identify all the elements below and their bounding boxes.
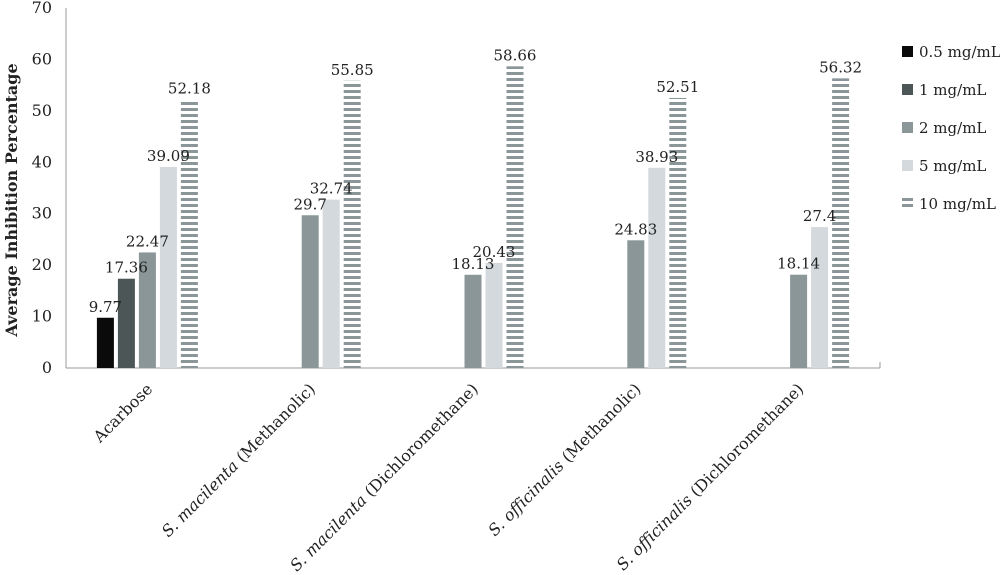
bar — [96, 317, 114, 368]
bar-value-label: 27.4 — [803, 207, 836, 225]
legend: 0.5 mg/mL 1 mg/mL 2 mg/mL 5 mg/mL 10 mg/mL — [902, 43, 1000, 213]
legend-swatch — [902, 160, 913, 171]
bar-value-label: 18.13 — [452, 255, 495, 273]
bar — [811, 227, 829, 368]
bar-value-label: 56.32 — [819, 58, 862, 76]
bar-value-label: 52.51 — [656, 78, 699, 96]
category-label-extract: (Methanolic) — [554, 379, 644, 469]
bar — [669, 97, 687, 368]
y-tick-label: 50 — [32, 101, 52, 120]
category-label-extract: Acarbose — [89, 379, 156, 446]
data-labels: 9.77 17.36 22.47 29.7 18.13 24.83 18.14 39.09 32… — [89, 46, 862, 315]
bar — [322, 199, 340, 368]
legend-label: 10 mg/mL — [919, 195, 996, 213]
y-tick-label: 0 — [42, 358, 52, 377]
bar — [627, 240, 645, 368]
bar-value-label: 39.09 — [147, 147, 190, 165]
category-label: S. officinalis (Methanolic) — [484, 379, 644, 539]
category-label-species: S. macilenta — [158, 456, 242, 540]
bar-value-label: 17.36 — [105, 259, 148, 277]
y-tick-label: 10 — [32, 307, 52, 326]
bar — [648, 167, 666, 368]
y-tick-label: 20 — [32, 255, 52, 274]
legend-swatch — [902, 122, 913, 133]
y-tick-label: 30 — [32, 204, 52, 223]
y-axis-title: Average Inhibition Percentage — [2, 63, 21, 337]
legend-label: 5 mg/mL — [919, 157, 986, 175]
bar-value-label: 52.18 — [168, 80, 211, 98]
y-tick-label: 40 — [32, 152, 52, 171]
bar-value-label: 18.14 — [777, 255, 820, 273]
legend-label: 2 mg/mL — [919, 119, 986, 137]
category-label-species: S. officinalis — [613, 491, 696, 574]
bar-value-label: 20.43 — [473, 243, 516, 261]
bar — [159, 166, 177, 368]
bar — [790, 274, 808, 368]
legend-swatch — [902, 46, 913, 57]
bar-value-label: 22.47 — [126, 232, 169, 250]
bar — [301, 215, 319, 368]
category-label-species: S. officinalis — [484, 456, 567, 539]
legend-swatch — [902, 84, 913, 95]
bar-value-label: 9.77 — [89, 298, 122, 316]
category-label: Acarbose — [89, 379, 156, 446]
bar-value-label: 32.74 — [310, 180, 353, 198]
bar — [506, 66, 524, 368]
y-tick-label: 70 — [32, 0, 52, 17]
bar-value-label: 58.66 — [494, 46, 537, 64]
bar — [180, 99, 198, 368]
category-label: S. macilenta (Methanolic) — [158, 379, 319, 540]
bar — [485, 262, 503, 368]
bar — [117, 278, 135, 368]
bar — [138, 252, 156, 368]
category-label: S. officinalis (Dichloromethane) — [613, 379, 808, 574]
bar-value-label: 24.83 — [614, 220, 657, 238]
bars — [96, 66, 850, 369]
bar — [464, 274, 482, 368]
category-label-extract: (Dichloromethane) — [683, 379, 808, 504]
category-label-species: S. macilenta — [286, 491, 370, 575]
bar-value-label: 38.93 — [635, 148, 678, 166]
axes: 0 10 20 30 40 50 60 70 Average Inhibition Percen… — [2, 0, 881, 377]
bar-value-label: 55.85 — [331, 61, 374, 79]
legend-label: 1 mg/mL — [919, 81, 986, 99]
y-tick-label: 60 — [32, 49, 52, 68]
legend-swatch — [902, 198, 913, 209]
category-label-extract: (Methanolic) — [229, 379, 319, 469]
bar — [343, 80, 361, 369]
legend-label: 0.5 mg/mL — [919, 43, 1000, 61]
bar-value-label: 29.7 — [293, 195, 326, 213]
category-label: S. macilenta (Dichloromethane) — [286, 379, 482, 575]
category-label-extract: (Dichloromethane) — [357, 379, 482, 504]
bar — [832, 78, 850, 369]
